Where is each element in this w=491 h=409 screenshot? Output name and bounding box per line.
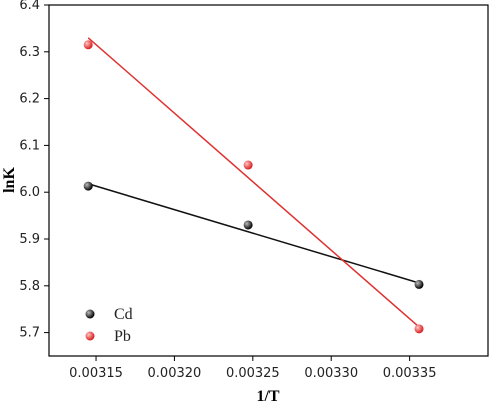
point-pb <box>243 160 253 170</box>
x-tick-label: 0.00315 <box>69 366 123 381</box>
y-axis-title: lnK <box>1 167 18 193</box>
fit-line-cd <box>87 183 420 284</box>
y-tick-label: 6.3 <box>19 45 40 60</box>
x-axis-title: 1/T <box>256 388 279 405</box>
legend-label-cd: Cd <box>114 306 133 323</box>
point-pb <box>414 324 424 334</box>
data-points <box>83 40 424 334</box>
point-cd <box>243 220 253 230</box>
x-tick-label: 0.00325 <box>226 366 280 381</box>
y-tick-label: 6.4 <box>19 0 40 13</box>
point-pb <box>83 40 93 50</box>
fit-line-pb <box>87 37 420 328</box>
x-tick-label: 0.00330 <box>304 366 358 381</box>
x-tick-label: 0.00320 <box>148 366 202 381</box>
legend: Cd Pb <box>85 306 133 345</box>
legend-marker-pb <box>85 331 95 341</box>
y-tick-label: 5.9 <box>19 232 40 247</box>
axis-ticks: 0.00315 0.00320 0.00325 0.00330 0.00335 5.7 5.… <box>19 0 436 381</box>
y-tick-label: 6.0 <box>19 185 40 200</box>
y-tick-label: 5.8 <box>19 279 40 294</box>
point-cd <box>83 181 93 191</box>
y-tick-label: 6.1 <box>19 138 40 153</box>
legend-label-pb: Pb <box>114 328 131 345</box>
y-tick-label: 5.7 <box>19 326 40 341</box>
y-tick-label: 6.2 <box>19 92 40 107</box>
point-cd <box>414 279 424 289</box>
fit-lines <box>87 37 420 328</box>
plot-frame <box>48 4 489 357</box>
x-tick-label: 0.00335 <box>383 366 437 381</box>
legend-marker-cd <box>85 309 95 319</box>
